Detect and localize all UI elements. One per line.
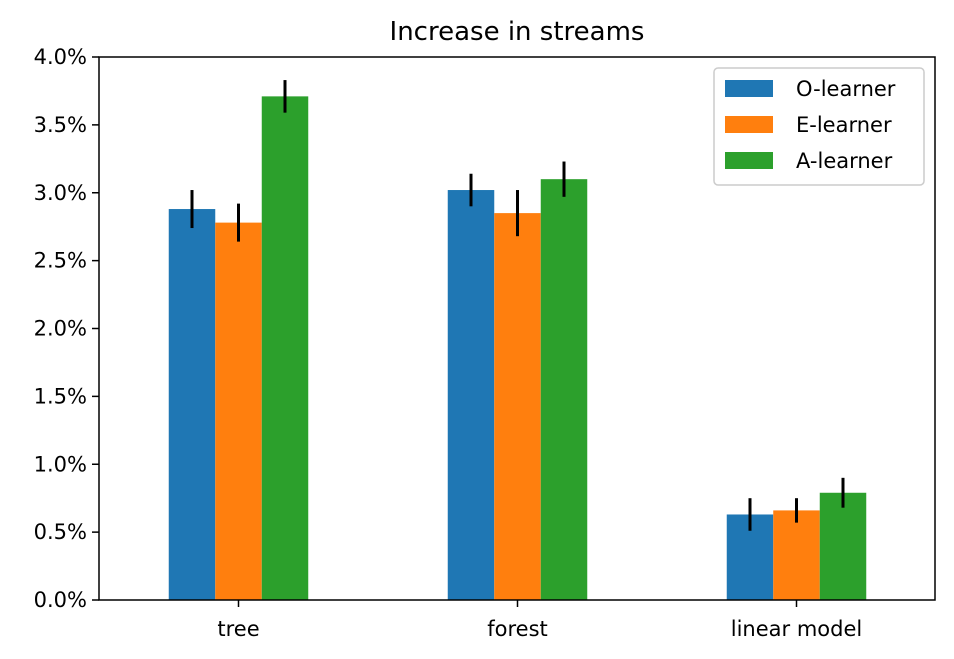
x-tick-label: forest: [487, 617, 548, 641]
bar-a-learner-tree: [261, 96, 309, 601]
y-tick-label: 3.0%: [34, 181, 87, 205]
y-tick-label: 1.0%: [34, 452, 87, 476]
bar-a-learner-linear-model: [819, 492, 867, 600]
legend-label-e-learner: E-learner: [796, 113, 892, 137]
legend-label-o-learner: O-learner: [796, 77, 896, 101]
bar-e-learner-tree: [215, 222, 262, 601]
y-tick-label: 2.5%: [34, 249, 87, 273]
legend-swatch-a-learner: [725, 152, 773, 169]
bars-group: [168, 96, 867, 601]
x-tick-label: linear model: [731, 617, 862, 641]
legend-swatch-e-learner: [725, 116, 773, 133]
chart-title: Increase in streams: [390, 17, 645, 47]
legend-label-a-learner: A-learner: [796, 149, 893, 173]
legend: O-learner E-learner A-learner: [713, 67, 925, 186]
bar-o-learner-forest: [447, 190, 495, 600]
bar-e-learner-linear-model: [773, 510, 820, 600]
y-tick-label: 1.5%: [34, 384, 87, 408]
y-tick-label: 0.5%: [34, 520, 87, 544]
x-axis: tree forest linear model: [217, 600, 862, 641]
y-axis: 0.0% 0.5% 1.0% 1.5% 2.0% 2.5% 3.0% 3.5% 4.0%: [34, 45, 99, 612]
bar-a-learner-forest: [540, 179, 588, 601]
y-tick-label: 0.0%: [34, 588, 87, 612]
bar-o-learner-tree: [168, 209, 216, 601]
bar-e-learner-forest: [494, 213, 541, 601]
error-bars-group: [190, 80, 845, 531]
y-tick-label: 4.0%: [34, 45, 87, 69]
legend-swatch-o-learner: [725, 80, 773, 97]
plot-frame: [98, 56, 936, 601]
x-tick-label: tree: [217, 617, 259, 641]
y-tick-label: 2.0%: [34, 317, 87, 341]
y-tick-label: 3.5%: [34, 113, 87, 137]
